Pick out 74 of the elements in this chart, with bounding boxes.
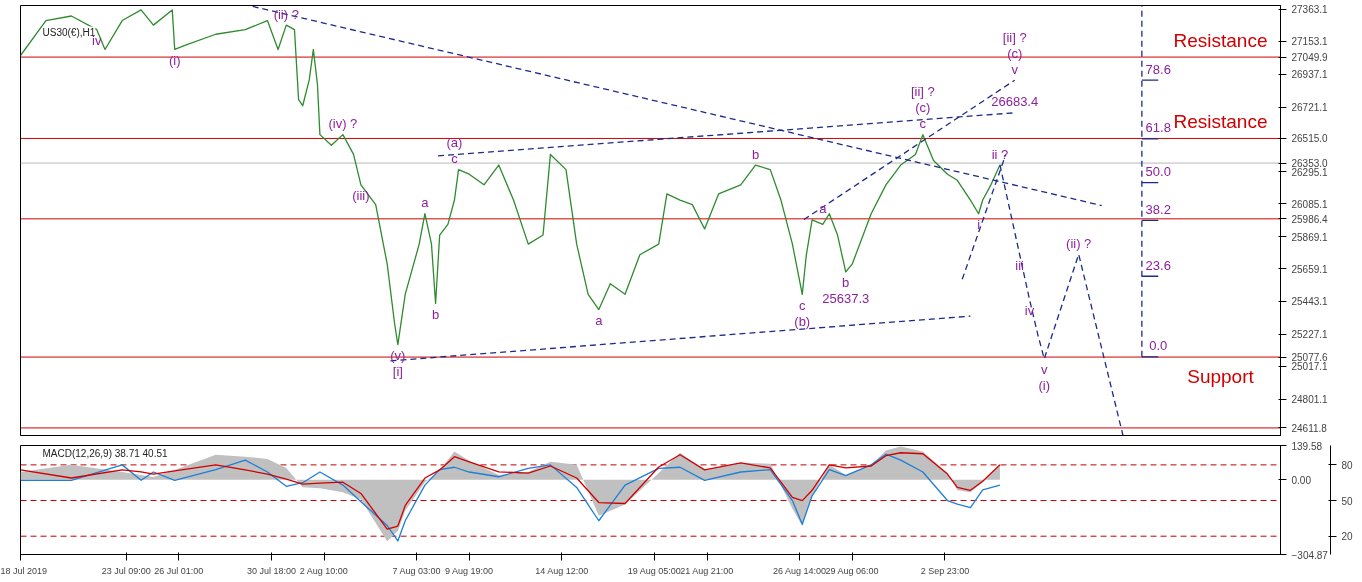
y-tick-label: 25077.6 [1291, 352, 1329, 364]
x-tick-label: 23 Jul 09:00 [101, 565, 151, 576]
x-tick-label: 18 Jul 2019 [0, 565, 48, 576]
annotation: [ii] ? [910, 84, 935, 100]
y2-tick-label: 80 [1341, 459, 1354, 471]
annotation: c [919, 116, 927, 132]
annotation: (ii) ? [1066, 235, 1092, 251]
annotation: (iv) ? [328, 116, 358, 132]
y2-tick-label: 20 [1341, 531, 1354, 543]
y2-tick-label: 50 [1341, 495, 1354, 507]
chart-title: MACD(12,26,9) 38.71 40.51 [42, 447, 169, 459]
annotation: 50.0 [1145, 164, 1171, 180]
y-tick-label: 25659.1 [1291, 263, 1329, 275]
ref-line-label: Resistance [1173, 111, 1268, 133]
y-tick-label: 26515.0 [1291, 133, 1329, 145]
x-tick-label: 29 Aug 06:00 [825, 565, 879, 576]
y-tick-label: 25017.1 [1291, 361, 1329, 373]
y-tick-label: −304.87 [1291, 549, 1329, 561]
y-tick-label: 27153.1 [1291, 36, 1329, 48]
annotation: 26683.4 [991, 94, 1039, 110]
y-tick-label: 24801.1 [1291, 394, 1329, 406]
annotation: v [1041, 362, 1048, 378]
y-tick-label: 26937.1 [1291, 69, 1329, 81]
y-tick-label: 25986.4 [1291, 213, 1329, 225]
annotation: (c) [1007, 45, 1023, 61]
x-tick-label: 2 Sep 23:00 [920, 565, 970, 576]
x-tick-label: 21 Aug 21:00 [680, 565, 734, 576]
annotation: [ii] ? [1002, 29, 1027, 45]
annotation: a [819, 201, 828, 217]
annotation: (a) [446, 135, 463, 151]
text: US30(€),H1 [42, 26, 96, 38]
x-tick-label: 14 Aug 12:00 [535, 565, 589, 576]
annotation: (iii) [352, 188, 370, 204]
annotation: 38.2 [1145, 201, 1171, 217]
y-tick-label: 0.00 [1291, 474, 1312, 486]
annotation: ii ? [991, 146, 1009, 162]
annotation: b [842, 275, 850, 291]
annotation: (c) [915, 100, 931, 116]
y-tick-label: 27363.1 [1291, 4, 1329, 16]
annotation: 25637.3 [822, 291, 870, 307]
x-tick-label: 26 Aug 14:00 [773, 565, 827, 576]
annotation: b [431, 306, 440, 322]
x-tick-label: 9 Aug 19:00 [444, 565, 493, 576]
annotation: c [451, 151, 459, 167]
x-tick-label: 30 Jul 18:00 [247, 565, 297, 576]
y-tick-label: 27049.9 [1291, 52, 1329, 64]
annotation: [i] [392, 364, 403, 380]
annotation: iii [1015, 258, 1025, 273]
y-tick-label: 24611.8 [1291, 422, 1328, 434]
annotation: (b) [794, 313, 811, 329]
annotation: a [421, 195, 430, 211]
x-tick-label: 26 Jul 01:00 [154, 565, 204, 576]
annotation: 78.6 [1145, 61, 1171, 77]
y-tick-label: 26085.1 [1291, 198, 1329, 210]
x-tick-label: 7 Aug 03:00 [392, 565, 441, 576]
ref-line-label: Resistance [1173, 30, 1268, 52]
y-tick-label: 139.58 [1291, 440, 1323, 452]
annotation: v [1011, 61, 1019, 77]
annotation: c [799, 297, 807, 313]
annotation: 0.0 [1149, 338, 1168, 354]
x-tick-label: 2 Aug 10:00 [299, 565, 348, 576]
annotation: iv [1024, 302, 1035, 318]
annotation: a [595, 313, 604, 329]
y-tick-label: 25443.1 [1291, 296, 1329, 308]
annotation: 23.6 [1145, 257, 1171, 273]
annotation: i [977, 217, 981, 233]
y-tick-label: 25869.1 [1291, 231, 1329, 243]
annotation: (i) [1038, 378, 1051, 394]
y-tick-label: 26721.1 [1291, 102, 1329, 114]
annotation: b [751, 146, 760, 162]
ref-line-label: Support [1187, 366, 1255, 388]
y-tick-label: 25227.1 [1291, 329, 1329, 341]
x-tick-label: 19 Aug 05:00 [627, 565, 681, 576]
annotation: 61.8 [1145, 120, 1171, 136]
